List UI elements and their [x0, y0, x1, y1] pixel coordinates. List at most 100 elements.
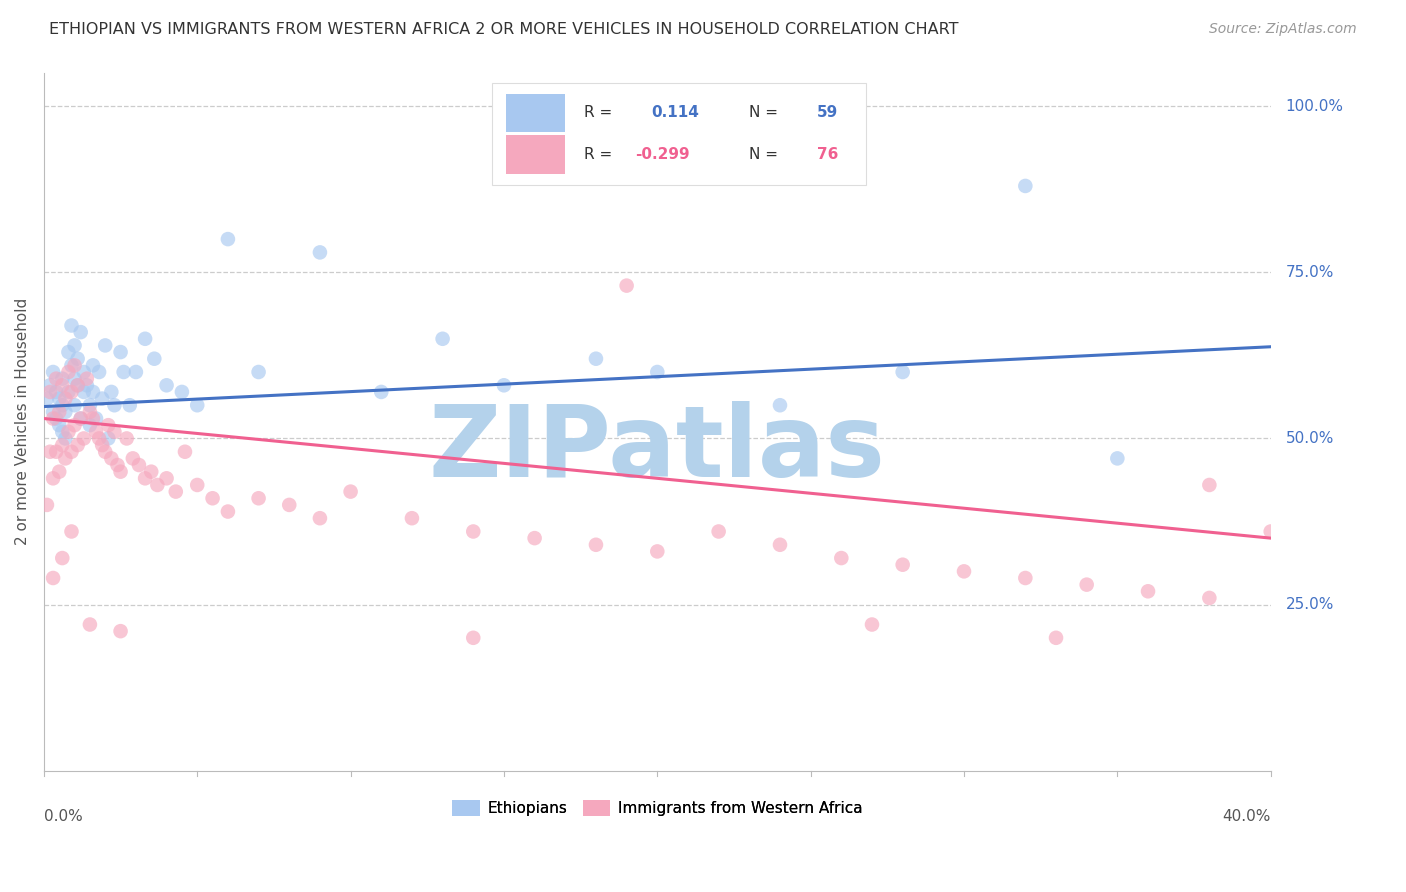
Point	[155, 378, 177, 392]
Point	[73, 432, 96, 446]
Point	[51, 378, 73, 392]
Point	[45, 371, 67, 385]
Point	[42, 365, 65, 379]
Text: 50.0%: 50.0%	[1285, 431, 1334, 446]
Point	[63, 371, 86, 385]
Point	[69, 411, 91, 425]
Point	[91, 392, 114, 406]
Point	[707, 524, 730, 539]
Point	[58, 365, 80, 379]
Point	[82, 359, 104, 373]
Point	[60, 444, 83, 458]
Text: 76: 76	[817, 147, 838, 162]
Point	[97, 432, 120, 446]
Point	[58, 384, 80, 399]
Point	[645, 365, 668, 379]
Point	[121, 451, 143, 466]
Point	[66, 351, 89, 366]
Point	[97, 418, 120, 433]
Point	[48, 465, 70, 479]
Point	[1137, 584, 1160, 599]
Point	[143, 351, 166, 366]
Point	[69, 411, 91, 425]
Point	[51, 425, 73, 439]
Text: R =: R =	[583, 147, 612, 162]
Point	[51, 551, 73, 566]
Point	[91, 438, 114, 452]
Point	[492, 378, 515, 392]
Point	[60, 524, 83, 539]
Point	[217, 504, 239, 518]
Point	[118, 398, 141, 412]
Text: ETHIOPIAN VS IMMIGRANTS FROM WESTERN AFRICA 2 OR MORE VEHICLES IN HOUSEHOLD CORR: ETHIOPIAN VS IMMIGRANTS FROM WESTERN AFR…	[49, 22, 959, 37]
Point	[53, 451, 76, 466]
Point	[134, 471, 156, 485]
Point	[66, 438, 89, 452]
Point	[63, 418, 86, 433]
Point	[82, 411, 104, 425]
Point	[76, 378, 98, 392]
Point	[42, 411, 65, 425]
Point	[217, 232, 239, 246]
Text: 40.0%: 40.0%	[1222, 809, 1271, 824]
Point	[94, 338, 117, 352]
Point	[79, 398, 101, 412]
Point	[585, 351, 607, 366]
Point	[1107, 451, 1129, 466]
Point	[616, 278, 638, 293]
FancyBboxPatch shape	[506, 136, 565, 174]
Point	[146, 478, 169, 492]
Point	[134, 332, 156, 346]
Point	[73, 384, 96, 399]
Point	[128, 458, 150, 472]
Point	[60, 359, 83, 373]
Text: 25.0%: 25.0%	[1285, 597, 1334, 612]
Point	[1198, 478, 1220, 492]
Point	[309, 245, 332, 260]
Text: 0.0%: 0.0%	[44, 809, 83, 824]
Point	[247, 491, 270, 506]
Point	[165, 484, 187, 499]
Point	[645, 544, 668, 558]
Point	[87, 365, 110, 379]
Point	[523, 531, 546, 545]
Point	[585, 538, 607, 552]
Point	[953, 565, 976, 579]
Point	[58, 345, 80, 359]
Point	[174, 444, 197, 458]
Point	[39, 378, 62, 392]
Legend: Ethiopians, Immigrants from Western Africa: Ethiopians, Immigrants from Western Afri…	[446, 794, 869, 822]
Point	[79, 617, 101, 632]
Text: 0.114: 0.114	[651, 105, 699, 120]
Point	[769, 538, 792, 552]
Point	[48, 392, 70, 406]
Point	[63, 338, 86, 352]
Text: N =: N =	[749, 147, 779, 162]
Point	[103, 398, 125, 412]
Point	[110, 624, 132, 639]
Point	[45, 384, 67, 399]
Point	[53, 405, 76, 419]
Point	[79, 405, 101, 419]
Point	[125, 365, 148, 379]
Point	[45, 444, 67, 458]
Point	[69, 325, 91, 339]
Point	[76, 371, 98, 385]
Point	[66, 378, 89, 392]
FancyBboxPatch shape	[506, 94, 565, 132]
Point	[79, 418, 101, 433]
Point	[860, 617, 883, 632]
Point	[60, 318, 83, 333]
Point	[100, 451, 122, 466]
Text: N =: N =	[749, 105, 779, 120]
Point	[51, 438, 73, 452]
Point	[94, 444, 117, 458]
Point	[42, 405, 65, 419]
Point	[186, 398, 208, 412]
Point	[247, 365, 270, 379]
Point	[432, 332, 454, 346]
Point	[769, 398, 792, 412]
Point	[1045, 631, 1067, 645]
Point	[35, 392, 58, 406]
Point	[53, 432, 76, 446]
